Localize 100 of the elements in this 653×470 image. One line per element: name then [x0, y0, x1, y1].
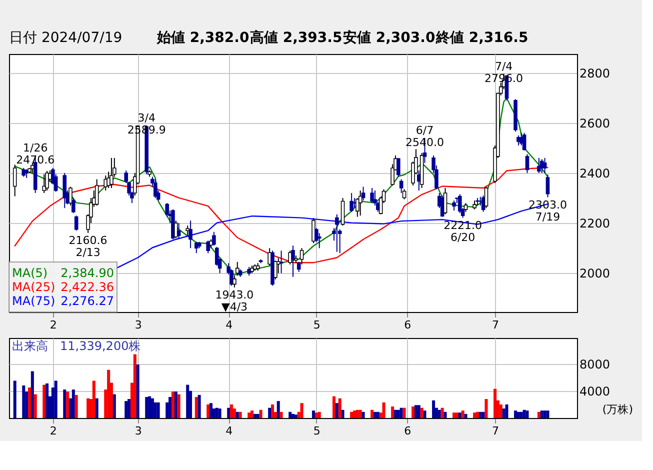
candlestick	[546, 174, 550, 198]
bar	[145, 396, 148, 418]
x-tick-label: 2	[50, 424, 57, 438]
candlestick	[174, 220, 178, 239]
candlestick	[45, 170, 49, 192]
candlestick	[350, 192, 354, 212]
bar	[300, 403, 304, 418]
bar	[494, 388, 497, 418]
candlestick	[484, 186, 488, 209]
bar	[250, 410, 254, 418]
candlestick	[153, 178, 158, 199]
bar	[312, 410, 315, 418]
bar	[154, 402, 157, 418]
candlestick	[110, 157, 114, 189]
bar	[95, 398, 98, 418]
bar	[236, 412, 239, 418]
candlestick	[361, 186, 366, 202]
bar	[63, 390, 66, 418]
bar	[362, 412, 365, 418]
candlestick	[72, 198, 76, 214]
bar	[332, 396, 336, 418]
bar	[358, 410, 362, 418]
y-tick-label: 8000	[580, 357, 610, 372]
candlestick	[537, 157, 541, 174]
bar	[335, 403, 338, 418]
bar	[414, 405, 418, 418]
bar	[432, 400, 436, 418]
candlestick	[396, 157, 400, 178]
bar	[206, 404, 210, 418]
candlestick	[525, 154, 530, 174]
candlestick	[62, 172, 67, 209]
bar	[499, 404, 502, 418]
y-axis-title: (万株)	[602, 403, 633, 416]
candlestick	[312, 218, 316, 244]
bar	[46, 383, 49, 418]
bar	[546, 410, 550, 418]
candlestick	[186, 225, 190, 236]
bar	[42, 384, 46, 418]
bar	[268, 408, 272, 418]
bar	[30, 371, 34, 418]
bar	[232, 408, 236, 418]
candlestick	[291, 245, 295, 278]
candlestick	[94, 178, 99, 206]
bar	[248, 412, 251, 418]
bar	[520, 412, 523, 418]
y-tick-label: 2000	[580, 266, 610, 281]
bar	[13, 380, 16, 418]
bar	[338, 398, 342, 418]
bar	[412, 406, 415, 418]
bar	[394, 410, 397, 418]
bar	[292, 414, 294, 418]
candlestick	[194, 241, 198, 254]
bar	[423, 410, 426, 418]
candlestick	[317, 232, 322, 249]
candlestick	[206, 240, 210, 254]
candlestick	[42, 174, 46, 194]
bar	[107, 370, 110, 418]
bar	[171, 392, 174, 418]
bar	[92, 380, 96, 418]
bar	[124, 401, 128, 418]
candlestick	[274, 260, 278, 280]
candlestick	[542, 157, 547, 174]
bar	[150, 398, 154, 418]
bar	[476, 412, 479, 418]
bar	[72, 390, 75, 418]
bar	[168, 396, 172, 418]
bar	[461, 410, 464, 418]
candlestick	[458, 194, 462, 214]
text: 安値 2,303.0	[343, 29, 436, 46]
bar	[259, 410, 262, 418]
bar	[537, 412, 540, 418]
bar	[376, 412, 380, 418]
text: 終値 2,316.5	[435, 30, 528, 46]
candlestick	[335, 214, 339, 252]
bar	[473, 412, 476, 418]
bar	[276, 401, 280, 418]
bar	[227, 408, 230, 418]
y-tick-label: 2800	[580, 66, 610, 80]
bar	[370, 410, 374, 418]
text: MA(5) 2,384.90	[12, 266, 114, 280]
bar	[484, 399, 488, 418]
bar	[238, 412, 242, 418]
bar	[66, 392, 70, 418]
candlestick	[232, 275, 236, 288]
x-tick-label: 3	[134, 424, 142, 438]
x-tick-label: 3	[134, 318, 142, 332]
bar	[230, 404, 234, 418]
bar	[136, 364, 140, 418]
candlestick	[352, 198, 356, 209]
bar	[288, 412, 292, 418]
bar	[177, 394, 180, 418]
bar	[34, 394, 37, 418]
bar	[341, 410, 344, 418]
bar	[186, 384, 190, 418]
bar	[420, 408, 424, 418]
x-tick-label: 7	[492, 424, 500, 438]
bar	[314, 412, 318, 418]
bar	[396, 410, 400, 418]
bar	[505, 404, 508, 418]
bar	[256, 414, 260, 418]
